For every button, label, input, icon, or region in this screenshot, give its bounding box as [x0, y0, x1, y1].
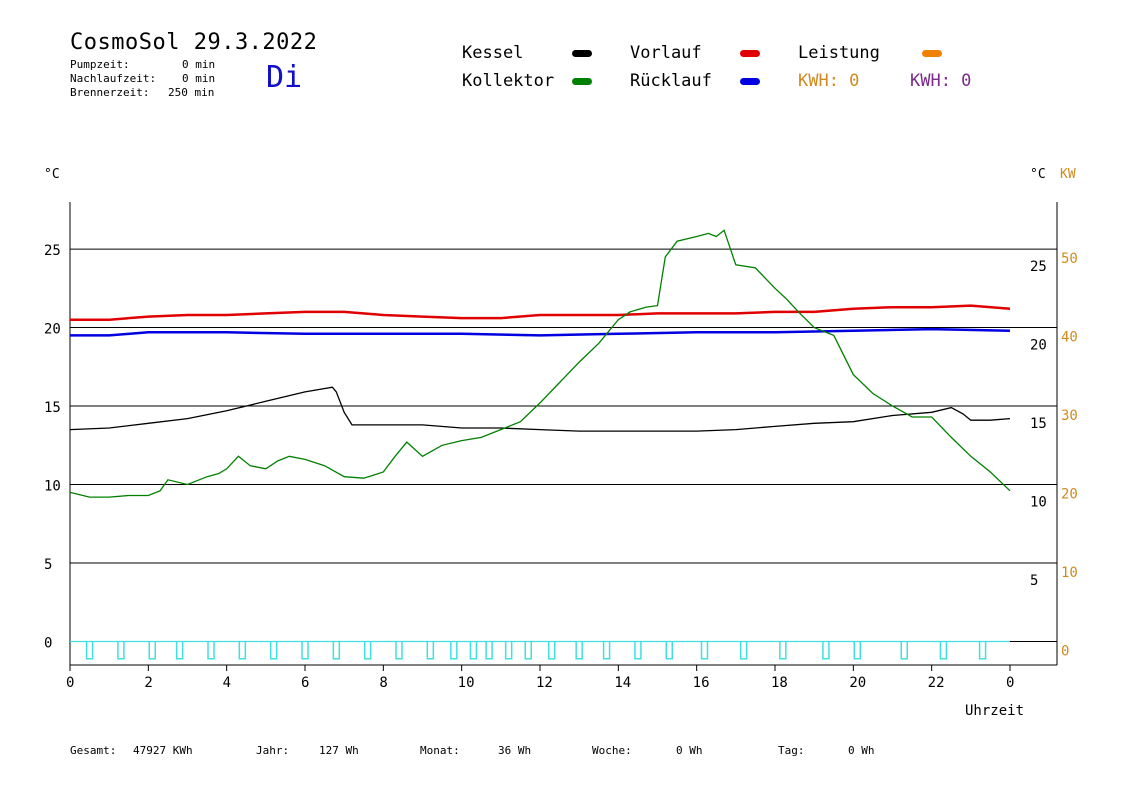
series-line-rücklauf	[70, 327, 1011, 337]
y-left-tick-label: 10	[44, 479, 61, 495]
pump-pulse	[485, 641, 493, 660]
x-tick-label: 6	[301, 675, 309, 691]
y-right-unit-label: °C	[1030, 167, 1046, 182]
footer-gesamt-value: 47927 KWh	[133, 744, 193, 757]
pump-pulse	[665, 641, 673, 660]
footer-gesamt-label: Gesamt:	[70, 744, 117, 757]
y-right-tick-label: 20	[1030, 338, 1047, 354]
pump-pulse	[634, 641, 642, 660]
pump-pulse	[469, 641, 478, 660]
y-left-tick-label: 0	[44, 635, 52, 651]
x-tick-label: 12	[536, 675, 553, 691]
pump-pulse	[548, 641, 556, 660]
legend-swatch-vorlauf	[740, 50, 760, 57]
stat-pumpzeit-value: 0 min	[182, 58, 216, 71]
pump-pulse	[85, 641, 94, 660]
y-right2-tick-label: 50	[1061, 251, 1078, 267]
legend-label-leistung: Leistung	[798, 43, 880, 63]
pump-pulse	[332, 641, 341, 660]
y-right2-tick-label: 40	[1061, 330, 1078, 346]
pump-pulse	[739, 641, 748, 660]
y-right2-tick-label: 10	[1061, 565, 1078, 581]
footer-jahr-label: Jahr:	[256, 744, 290, 757]
series-line-kessel	[69, 386, 1011, 432]
footer-woche-value: 0 Wh	[676, 744, 703, 757]
x-tick-label: 4	[223, 675, 231, 691]
x-axis-label: Uhrzeit	[965, 703, 1024, 719]
x-tick-label: 14	[614, 675, 631, 691]
x-tick-label: 0	[1006, 675, 1014, 691]
chart-title: CosmoSol 29.3.2022	[70, 30, 318, 55]
footer-tag-label: Tag:	[778, 744, 805, 757]
pump-pulse	[575, 641, 583, 660]
series-line-kollektor	[69, 229, 1011, 498]
y-right-tick-label: 5	[1030, 573, 1038, 589]
y-right-tick-label: 10	[1030, 495, 1047, 511]
pump-pulse	[175, 641, 184, 660]
x-tick-label: 0	[66, 675, 74, 691]
legend-swatch-kollektor	[572, 78, 592, 85]
legend-swatch-ruecklauf	[740, 78, 760, 85]
pump-pulse	[524, 641, 532, 660]
y-right-tick-label: 15	[1030, 416, 1047, 432]
footer-woche-label: Woche:	[592, 744, 632, 757]
pump-pulse	[779, 641, 787, 660]
legend-label-kessel: Kessel	[462, 43, 524, 63]
y-left-tick-label: 25	[44, 243, 61, 259]
pump-pulse	[269, 641, 278, 660]
pump-pulse	[853, 641, 861, 660]
x-tick-label: 22	[928, 675, 945, 691]
stat-brennerzeit-value: 250 min	[168, 86, 215, 99]
x-tick-label: 16	[693, 675, 710, 691]
legend-label-vorlauf: Vorlauf	[630, 43, 702, 63]
pump-pulse	[301, 641, 309, 660]
y-right2-tick-label: 30	[1061, 408, 1078, 424]
legend-label-kollektor: Kollektor	[462, 71, 555, 91]
footer-tag-value: 0 Wh	[848, 744, 875, 757]
x-tick-label: 10	[458, 675, 475, 691]
y-left-tick-label: 20	[44, 322, 61, 338]
stat-brennerzeit-label: Brennerzeit:	[70, 86, 150, 99]
legend-swatch-kessel	[572, 50, 592, 57]
pump-pulse	[207, 641, 215, 660]
pump-pulse	[148, 641, 156, 660]
weekday-label: Di	[266, 60, 303, 95]
kwh-purple-label: KWH: 0	[910, 71, 972, 91]
y-right-tick-label: 25	[1030, 259, 1047, 275]
y-left-tick-label: 5	[44, 557, 52, 573]
x-tick-label: 2	[144, 675, 152, 691]
pump-pulse	[602, 641, 611, 660]
x-tick-label: 8	[379, 675, 387, 691]
y-right2-tick-label: 20	[1061, 487, 1078, 503]
footer-jahr-value: 127 Wh	[319, 744, 359, 757]
footer-monat-value: 36 Wh	[498, 744, 532, 757]
pump-pulse	[978, 641, 987, 660]
legend-label-ruecklauf: Rücklauf	[630, 71, 712, 91]
legend-swatch-leistung	[922, 50, 942, 57]
pump-pulse	[395, 641, 403, 660]
series-line-vorlauf	[70, 304, 1011, 321]
y-left-unit-label: °C	[44, 167, 60, 182]
y-left-tick-label: 15	[44, 400, 61, 416]
pump-pulse	[939, 641, 948, 660]
x-tick-label: 18	[771, 675, 788, 691]
pump-pulse	[822, 641, 830, 660]
footer-monat-label: Monat:	[420, 744, 460, 757]
pump-pulse	[700, 641, 709, 660]
pump-pulse	[117, 641, 125, 660]
y-right2-tick-label: 0	[1061, 643, 1069, 659]
x-tick-label: 20	[849, 675, 866, 691]
pump-pulse	[238, 641, 247, 660]
stat-nachlaufzeit-label: Nachlaufzeit:	[70, 72, 157, 85]
pump-pulse	[504, 641, 513, 660]
stat-nachlaufzeit-value: 0 min	[182, 72, 216, 85]
stat-pumpzeit-label: Pumpzeit:	[70, 58, 130, 71]
pump-pulse	[363, 641, 372, 660]
pump-pulse	[900, 641, 908, 660]
pump-pulse	[450, 641, 458, 660]
pump-pulse	[426, 641, 435, 660]
y-right2-unit-label: KW	[1060, 167, 1076, 182]
kwh-orange-label: KWH: 0	[798, 71, 860, 91]
